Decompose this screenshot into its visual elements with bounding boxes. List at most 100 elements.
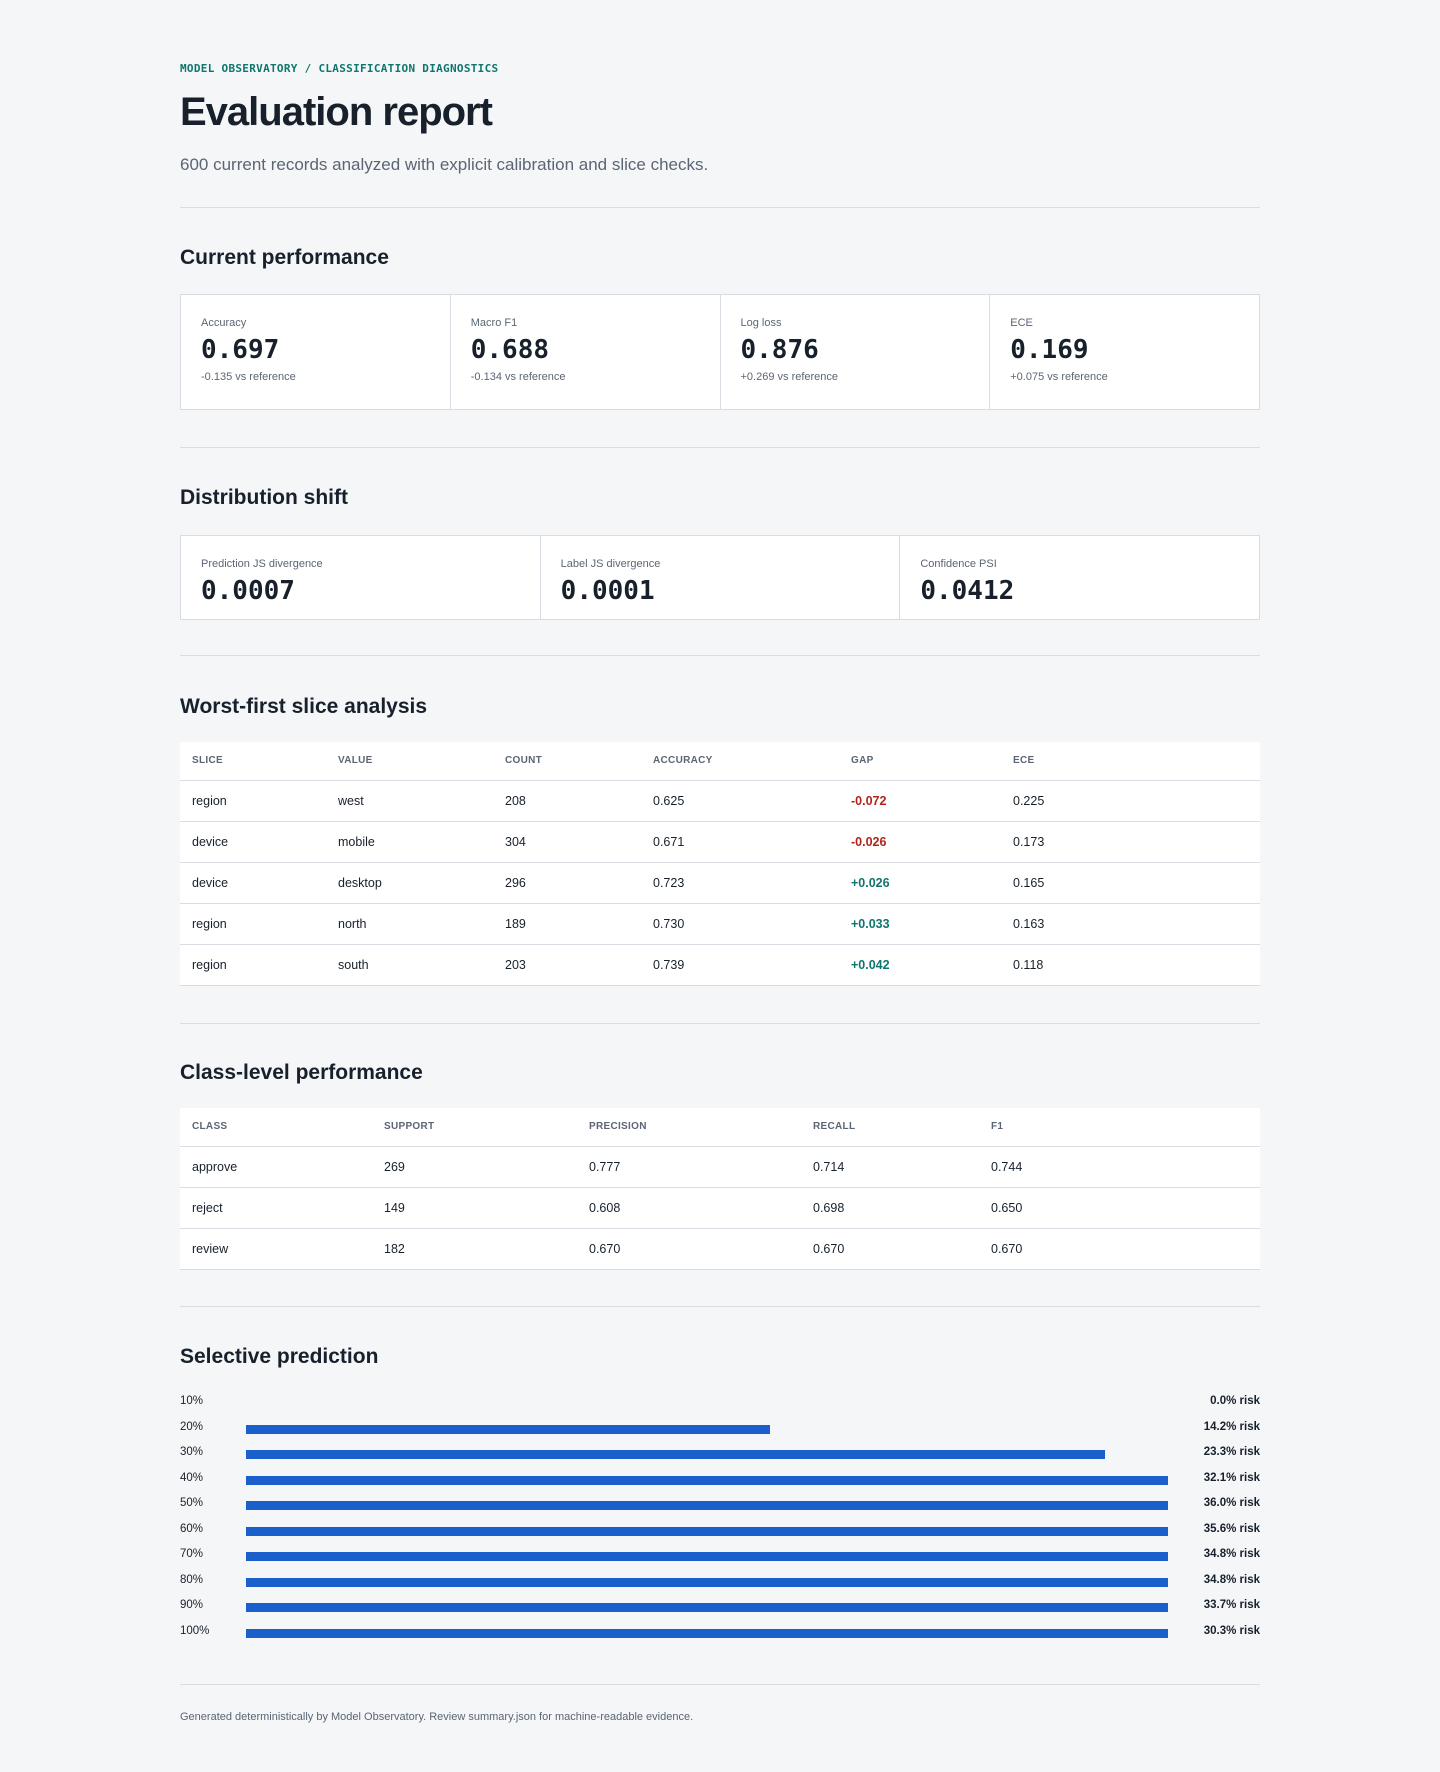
risk-label: 34.8% risk (1203, 1573, 1260, 1586)
bar (246, 1501, 1168, 1510)
bar-track (246, 1552, 1168, 1561)
bar-track (246, 1450, 1168, 1459)
table-cell: 0.163 (1001, 903, 1260, 945)
metric-delta: -0.134 vs reference (470, 371, 566, 383)
bar-track (246, 1501, 1168, 1510)
metric-card: Log loss 0.876 +0.269 vs reference (721, 295, 991, 409)
bar-row: 50% 36.0% risk (180, 1492, 1260, 1518)
metric-value: 0.0007 (201, 576, 295, 606)
table-cell: 269 (372, 1146, 577, 1188)
risk-label: 23.3% risk (1203, 1446, 1260, 1458)
metric-card: Confidence PSI 0.0412 (900, 536, 1259, 619)
bar (246, 1628, 1168, 1638)
table-row: device desktop 296 0.723 +0.026 0.165 (180, 862, 1260, 904)
coverage-label: 20% (180, 1420, 204, 1433)
table-cell: north (326, 903, 493, 945)
bar-row: 100% 30.3% risk (180, 1620, 1260, 1646)
table-cell: 0.173 (1001, 821, 1260, 863)
table-cell: 203 (493, 944, 641, 986)
metric-value: 0.697 (201, 335, 280, 365)
table-cell: region (180, 903, 326, 945)
divider (180, 1306, 1260, 1307)
header-row: CLASS SUPPORT PRECISION RECALL F1 (180, 1108, 1260, 1147)
table-cell: +0.033 (839, 903, 1001, 945)
coverage-label: 40% (180, 1471, 204, 1484)
eyebrow: MODEL OBSERVATORY / CLASSIFICATION DIAGN… (180, 62, 499, 75)
metric-label: Accuracy (201, 317, 247, 329)
table-cell: 0.730 (641, 903, 839, 945)
column-header: SLICE (180, 742, 326, 781)
column-header: ACCURACY (641, 742, 839, 781)
risk-label: 34.8% risk (1203, 1548, 1260, 1560)
table-cell: 0.670 (801, 1228, 979, 1270)
bar-row: 80% 34.8% risk (180, 1569, 1260, 1595)
bar (246, 1475, 1168, 1485)
metric-card: Accuracy 0.697 -0.135 vs reference (181, 295, 451, 409)
table-cell: 304 (493, 821, 641, 863)
bar (246, 1526, 1168, 1536)
risk-label: 33.7% risk (1203, 1599, 1260, 1611)
divider (180, 655, 1260, 656)
column-header: F1 (979, 1108, 1260, 1147)
bar-row: 40% 32.1% risk (180, 1467, 1260, 1493)
table-cell: 149 (372, 1187, 577, 1229)
table-cell: 0.723 (641, 862, 839, 904)
table-cell: west (326, 780, 493, 822)
header-row: SLICE VALUE COUNT ACCURACY GAP ECE (180, 742, 1260, 781)
coverage-label: 50% (180, 1497, 204, 1509)
section-title: Distribution shift (180, 486, 348, 509)
table-cell: +0.042 (839, 944, 1001, 986)
shift-cards: Prediction JS divergence 0.0007 Label JS d… (180, 535, 1260, 620)
section-title: Class-level performance (180, 1061, 423, 1084)
table-cell: 296 (493, 862, 641, 904)
table-cell: +0.026 (839, 862, 1001, 904)
class-table: CLASS SUPPORT PRECISION RECALL F1 approve 269 0… (180, 1108, 1260, 1270)
metric-card: Label JS divergence 0.0001 (541, 536, 901, 619)
table-cell: region (180, 780, 326, 822)
metric-delta: +0.075 vs reference (1010, 371, 1108, 383)
table-cell: mobile (326, 821, 493, 863)
table-cell: 0.698 (801, 1187, 979, 1229)
table-row: region west 208 0.625 -0.072 0.225 (180, 780, 1260, 822)
risk-label: 14.2% risk (1203, 1420, 1260, 1433)
table-cell: 0.670 (979, 1228, 1260, 1270)
table-cell: 0.165 (1001, 862, 1260, 904)
coverage-label: 10% (180, 1395, 204, 1407)
bar-row: 60% 35.6% risk (180, 1518, 1260, 1544)
metric-value: 0.0412 (920, 576, 1015, 606)
slice-table: SLICE VALUE COUNT ACCURACY GAP ECE region west 2… (180, 742, 1260, 986)
section-title: Worst-first slice analysis (180, 695, 428, 718)
column-header: VALUE (326, 742, 493, 781)
table-cell: 208 (493, 780, 641, 822)
table-row: reject 149 0.608 0.698 0.650 (180, 1187, 1260, 1229)
table-cell: 182 (372, 1228, 577, 1270)
metric-value: 0.688 (470, 335, 550, 365)
metric-label: Confidence PSI (920, 558, 997, 570)
coverage-label: 90% (180, 1599, 204, 1611)
metric-card: Prediction JS divergence 0.0007 (181, 536, 541, 619)
table-cell: 0.744 (979, 1146, 1260, 1188)
bar-track (246, 1603, 1168, 1612)
table-row: device mobile 304 0.671 -0.026 0.173 (180, 821, 1260, 863)
bar-row: 30% 23.3% risk (180, 1441, 1260, 1467)
column-header: RECALL (801, 1108, 979, 1147)
table-row: region north 189 0.730 +0.033 0.163 (180, 903, 1260, 945)
table-cell: region (180, 944, 326, 986)
table-cell: approve (180, 1146, 372, 1188)
table-cell: desktop (326, 862, 493, 904)
metric-label: Label JS divergence (560, 558, 661, 570)
table-row: review 182 0.670 0.670 0.670 (180, 1228, 1260, 1270)
metric-label: ECE (1010, 317, 1033, 329)
table-cell: 0.714 (801, 1146, 979, 1188)
column-header: PRECISION (577, 1108, 801, 1147)
table-cell: 0.670 (577, 1228, 801, 1270)
bar (246, 1577, 1168, 1587)
column-header: COUNT (493, 742, 641, 781)
metric-label: Log loss (740, 317, 782, 329)
risk-label: 0.0% risk (1210, 1395, 1260, 1407)
divider (180, 447, 1260, 448)
metric-card: ECE 0.169 +0.075 vs reference (990, 295, 1259, 409)
table-cell: south (326, 944, 493, 986)
bar-row: 20% 14.2% risk (180, 1416, 1260, 1442)
